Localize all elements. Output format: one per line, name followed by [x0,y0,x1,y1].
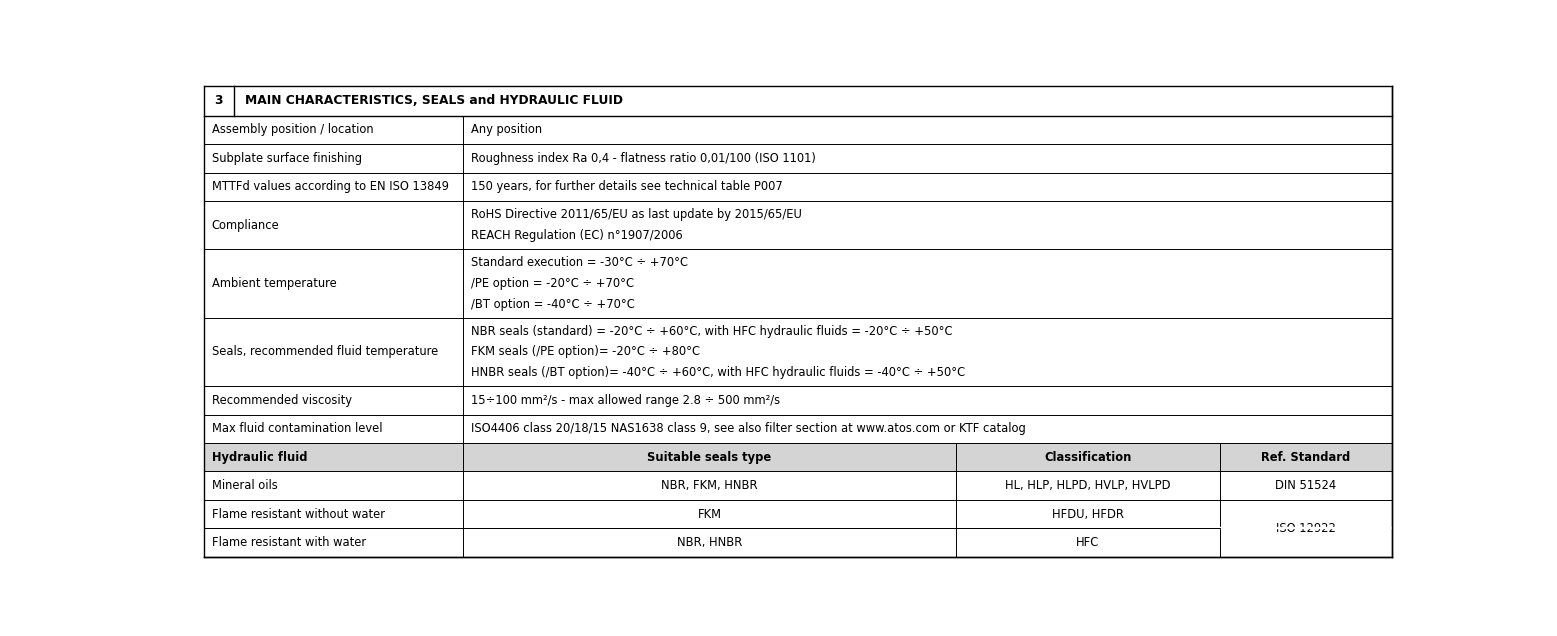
Text: Ref. Standard: Ref. Standard [1261,451,1350,464]
Text: Any position: Any position [470,123,542,137]
Text: Hydraulic fluid: Hydraulic fluid [212,451,307,464]
Text: MAIN CHARACTERISTICS, SEALS and HYDRAULIC FLUID: MAIN CHARACTERISTICS, SEALS and HYDRAULI… [246,94,623,107]
Text: 15÷100 mm²/s - max allowed range 2.8 ÷ 500 mm²/s: 15÷100 mm²/s - max allowed range 2.8 ÷ 5… [470,394,780,407]
Text: Mineral oils: Mineral oils [212,479,277,492]
Text: /PE option = -20°C ÷ +70°C: /PE option = -20°C ÷ +70°C [470,277,634,290]
Text: MTTFd values according to EN ISO 13849: MTTFd values according to EN ISO 13849 [212,181,448,193]
Text: /BT option = -40°C ÷ +70°C: /BT option = -40°C ÷ +70°C [470,298,634,311]
Text: ISO4406 class 20/18/15 NAS1638 class 9, see also filter section at www.atos.com : ISO4406 class 20/18/15 NAS1638 class 9, … [470,422,1026,435]
Text: Assembly position / location: Assembly position / location [212,123,374,137]
Text: NBR seals (standard) = -20°C ÷ +60°C, with HFC hydraulic fluids = -20°C ÷ +50°C: NBR seals (standard) = -20°C ÷ +60°C, wi… [470,325,953,338]
Text: NBR, HNBR: NBR, HNBR [677,536,743,549]
Text: Classification: Classification [1045,451,1132,464]
Text: Ambient temperature: Ambient temperature [212,277,336,290]
Text: HFC: HFC [1076,536,1099,549]
Text: ISO 12922: ISO 12922 [1275,522,1336,535]
Text: FKM: FKM [698,508,721,521]
Text: 3: 3 [215,94,223,107]
Text: HNBR seals (/BT option)= -40°C ÷ +60°C, with HFC hydraulic fluids = -40°C ÷ +50°: HNBR seals (/BT option)= -40°C ÷ +60°C, … [470,366,965,379]
Text: DIN 51524: DIN 51524 [1275,479,1336,492]
Text: Flame resistant with water: Flame resistant with water [212,536,366,549]
Text: Flame resistant without water: Flame resistant without water [212,508,385,521]
Text: Seals, recommended fluid temperature: Seals, recommended fluid temperature [212,345,438,359]
Text: Subplate surface finishing: Subplate surface finishing [212,152,361,165]
Text: Suitable seals type: Suitable seals type [648,451,772,464]
Text: Max fluid contamination level: Max fluid contamination level [212,422,381,435]
Text: NBR, FKM, HNBR: NBR, FKM, HNBR [662,479,758,492]
Text: FKM seals (/PE option)= -20°C ÷ +80°C: FKM seals (/PE option)= -20°C ÷ +80°C [470,345,699,359]
Text: Roughness index Ra 0,4 - flatness ratio 0,01/100 (ISO 1101): Roughness index Ra 0,4 - flatness ratio … [470,152,816,165]
Text: REACH Regulation (EC) n°1907/2006: REACH Regulation (EC) n°1907/2006 [470,230,682,242]
Text: Compliance: Compliance [212,219,279,232]
Text: Standard execution = -30°C ÷ +70°C: Standard execution = -30°C ÷ +70°C [470,256,688,270]
Bar [204,443,1392,471]
Text: HFDU, HFDR: HFDU, HFDR [1053,508,1124,521]
Text: Recommended viscosity: Recommended viscosity [212,394,352,407]
Text: RoHS Directive 2011/65/EU as last update by 2015/65/EU: RoHS Directive 2011/65/EU as last update… [470,208,802,221]
Text: HL, HLP, HLPD, HVLP, HVLPD: HL, HLP, HLPD, HVLP, HVLPD [1006,479,1171,492]
Text: 150 years, for further details see technical table P007: 150 years, for further details see techn… [470,181,783,193]
